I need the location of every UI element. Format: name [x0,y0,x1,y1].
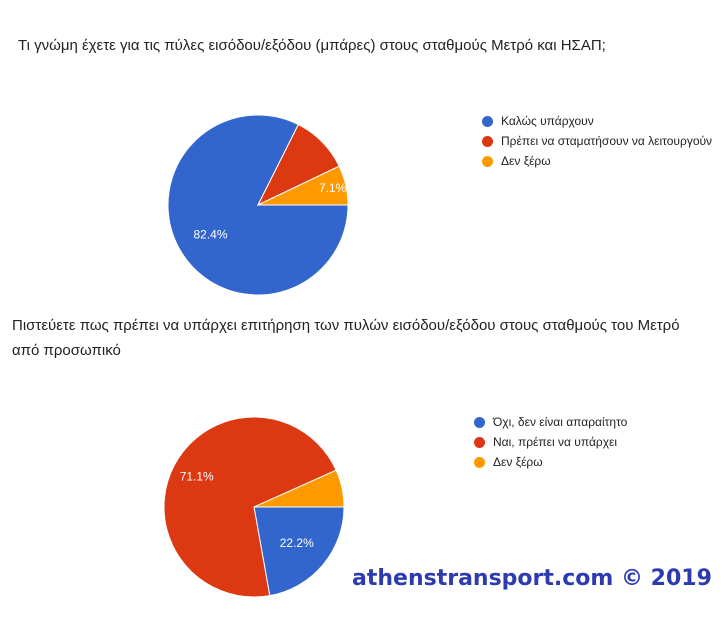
legend-item: Ναι, πρέπει να υπάρχει [474,432,627,452]
legend-label: Καλώς υπάρχουν [501,114,594,128]
legend-swatch [482,135,493,147]
legend-swatch [482,115,493,127]
legend-swatch [474,436,485,448]
legend-item: Καλώς υπάρχουν [482,111,712,131]
slice-data-label: 7.1% [319,181,347,195]
pie-slice [253,469,345,508]
chart-1-title: Τι γνώμη έχετε για τις πύλες εισόδου/εξό… [18,37,606,54]
pie-slice [253,506,345,597]
legend-item: Δεν ξέρω [482,151,712,171]
pie-slice [257,165,349,206]
legend-label: Πρέπει να σταματήσουν να λειτουργούν [501,134,713,148]
slice-data-label: 22.2% [280,536,314,550]
slice-data-label: 71.1% [180,470,214,484]
watermark: athenstransport.com © 2019 [352,566,712,591]
legend-swatch [474,416,485,428]
chart-1-legend: Καλώς υπάρχουν Πρέπει να σταματήσουν να λ… [482,111,712,171]
legend-label: Δεν ξέρω [501,154,551,168]
legend-label: Δεν ξέρω [493,455,543,469]
legend-item: Όχι, δεν είναι απαραίτητο [474,412,627,432]
legend-swatch [482,155,493,167]
legend-label: Ναι, πρέπει να υπάρχει [493,435,618,449]
pie-slice [163,416,337,598]
slice-data-label: 82.4% [193,227,227,241]
legend-item: Δεν ξέρω [474,452,627,472]
legend-swatch [474,456,485,468]
chart-2-title: Πιστεύετε πως πρέπει να υπάρχει επιτήρησ… [12,317,680,359]
chart-2-legend: Όχι, δεν είναι απαραίτητο Ναι, πρέπει να … [474,412,627,472]
legend-item: Πρέπει να σταματήσουν να λειτουργούν [482,131,712,151]
legend-label: Όχι, δεν είναι απαραίτητο [493,415,628,429]
